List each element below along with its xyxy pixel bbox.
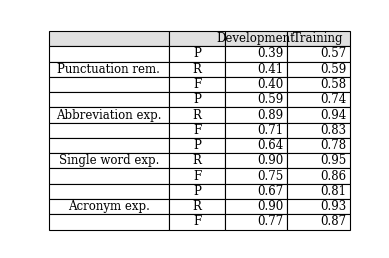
Bar (49, 46, 169, 61)
Text: 0.83: 0.83 (321, 124, 347, 137)
Bar (225, 46, 287, 61)
Text: 0.86: 0.86 (321, 170, 347, 183)
Text: 0.95: 0.95 (320, 154, 347, 167)
Text: R: R (193, 200, 202, 213)
Text: 0.39: 0.39 (257, 47, 283, 60)
Text: Development: Development (217, 32, 295, 45)
Bar (49, 199, 169, 214)
Bar (225, 153, 287, 168)
Text: 0.93: 0.93 (320, 200, 347, 213)
Text: 0.94: 0.94 (320, 109, 347, 122)
Bar (49, 31, 169, 46)
Text: P: P (193, 185, 201, 198)
Text: 0.59: 0.59 (320, 63, 347, 76)
Text: 0.90: 0.90 (257, 154, 283, 167)
Bar (225, 138, 287, 153)
Bar (169, 61, 225, 77)
Text: 0.89: 0.89 (257, 109, 283, 122)
Bar (287, 214, 350, 230)
Bar (169, 107, 225, 123)
Text: P: P (193, 47, 201, 60)
Bar (169, 138, 225, 153)
Text: R: R (193, 154, 202, 167)
Bar (225, 31, 287, 46)
Bar (225, 199, 287, 214)
Bar (287, 168, 350, 184)
Text: 0.74: 0.74 (320, 93, 347, 106)
Text: F: F (193, 215, 201, 229)
Text: Acronym exp.: Acronym exp. (68, 200, 150, 213)
Text: 0.87: 0.87 (321, 215, 347, 229)
Bar (287, 77, 350, 92)
Bar (225, 61, 287, 77)
Bar (225, 107, 287, 123)
Bar (225, 92, 287, 107)
Bar (225, 214, 287, 230)
Bar (287, 153, 350, 168)
Bar (225, 168, 287, 184)
Bar (169, 199, 225, 214)
Text: R: R (193, 109, 202, 122)
Bar (49, 214, 169, 230)
Bar (287, 46, 350, 61)
Text: F: F (193, 170, 201, 183)
Bar (49, 138, 169, 153)
Text: 0.57: 0.57 (320, 47, 347, 60)
Bar (169, 123, 225, 138)
Text: 0.78: 0.78 (321, 139, 347, 152)
Bar (169, 184, 225, 199)
Bar (225, 123, 287, 138)
Text: 0.77: 0.77 (257, 215, 283, 229)
Text: Single word exp.: Single word exp. (59, 154, 159, 167)
Text: R: R (193, 63, 202, 76)
Text: 0.90: 0.90 (257, 200, 283, 213)
Bar (287, 92, 350, 107)
Text: F: F (193, 124, 201, 137)
Bar (169, 31, 225, 46)
Bar (287, 31, 350, 46)
Bar (169, 168, 225, 184)
Text: 0.64: 0.64 (257, 139, 283, 152)
Bar (287, 138, 350, 153)
Bar (49, 123, 169, 138)
Text: P: P (193, 139, 201, 152)
Bar (49, 184, 169, 199)
Bar (169, 214, 225, 230)
Bar (287, 107, 350, 123)
Bar (169, 92, 225, 107)
Text: 0.41: 0.41 (257, 63, 283, 76)
Text: 0.58: 0.58 (321, 78, 347, 91)
Bar (287, 184, 350, 199)
Bar (225, 77, 287, 92)
Text: P: P (193, 93, 201, 106)
Bar (169, 153, 225, 168)
Bar (287, 61, 350, 77)
Bar (49, 168, 169, 184)
Text: 0.75: 0.75 (257, 170, 283, 183)
Text: Abbreviation exp.: Abbreviation exp. (56, 109, 162, 122)
Text: 0.40: 0.40 (257, 78, 283, 91)
Text: Punctuation rem.: Punctuation rem. (58, 63, 160, 76)
Bar (169, 77, 225, 92)
Text: 0.81: 0.81 (321, 185, 347, 198)
Bar (49, 77, 169, 92)
Text: 0.59: 0.59 (257, 93, 283, 106)
Bar (287, 199, 350, 214)
Bar (169, 46, 225, 61)
Bar (287, 123, 350, 138)
Text: 0.71: 0.71 (257, 124, 283, 137)
Bar (49, 107, 169, 123)
Bar (49, 61, 169, 77)
Text: 0.67: 0.67 (257, 185, 283, 198)
Bar (225, 184, 287, 199)
Text: Training: Training (293, 32, 344, 45)
Bar (49, 92, 169, 107)
Text: F: F (193, 78, 201, 91)
Bar (49, 153, 169, 168)
